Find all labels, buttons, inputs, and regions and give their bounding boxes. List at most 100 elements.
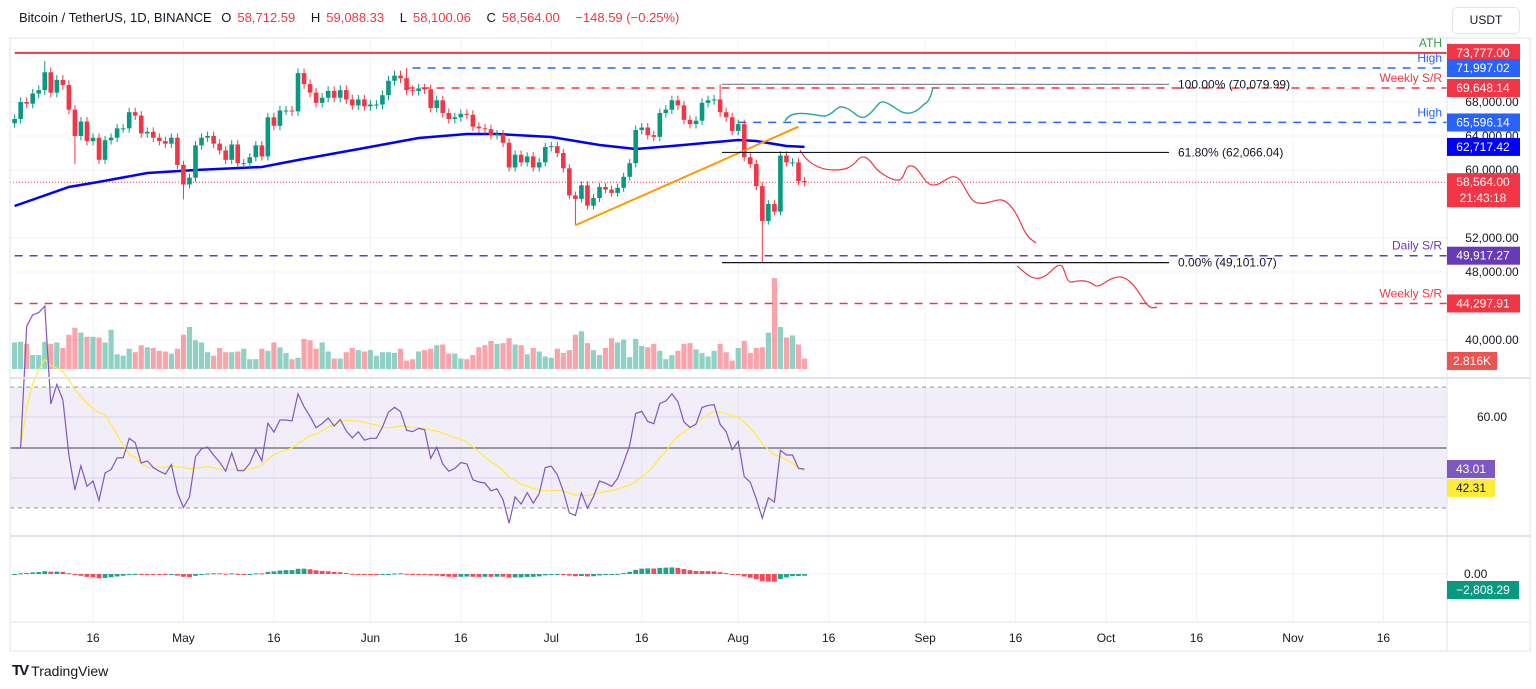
macd-histogram-bar xyxy=(585,574,590,577)
volume-bar xyxy=(470,355,476,369)
level-badge-value: 65,596.14 xyxy=(1456,115,1510,129)
macd-histogram-bar xyxy=(102,574,108,578)
rsi-value-badge xyxy=(1447,460,1495,478)
bearish-projection-path-2[interactable] xyxy=(1016,264,1158,309)
level-badge xyxy=(1447,113,1520,132)
volume-bar xyxy=(48,343,54,369)
macd-histogram-bar xyxy=(168,574,174,575)
macd-histogram-bar xyxy=(193,574,198,576)
macd-histogram-bar xyxy=(633,569,639,574)
symbol-title[interactable]: Bitcoin / TetherUS, 1D, BINANCE xyxy=(19,10,212,25)
volume-bar xyxy=(307,340,313,369)
macd-value: −2,808.29 xyxy=(1456,583,1510,597)
candle-body xyxy=(187,177,192,185)
volume-bar xyxy=(434,345,440,369)
macd-histogram-bar xyxy=(114,574,120,577)
ascending-trendline[interactable] xyxy=(574,125,799,227)
candle-body xyxy=(488,129,494,136)
tradingview-logo[interactable]: TV TradingView xyxy=(12,662,108,679)
bullish-projection-path[interactable] xyxy=(784,87,934,122)
volume-bar xyxy=(331,358,337,369)
candle-body xyxy=(422,88,427,90)
volume-bar xyxy=(42,341,48,369)
symbol-legend[interactable]: Bitcoin / TetherUS, 1D, BINANCE O 58,712.… xyxy=(19,10,685,25)
rsi-ma-value: 42.31 xyxy=(1456,481,1486,495)
candle-body xyxy=(482,128,488,130)
macd-histogram-bar xyxy=(380,574,385,575)
macd-histogram-bar xyxy=(723,573,729,575)
time-axis-label: Oct xyxy=(1097,631,1116,645)
close-value: 58,564.00 xyxy=(501,10,560,25)
time-axis[interactable]: 16 May 16 Jun 16 Jul 16 Aug 16 Sep 16 Oct 16 Nov 16 xyxy=(86,631,1390,645)
candle-body xyxy=(621,176,626,188)
high-label: H xyxy=(310,10,321,25)
macd-histogram-bar xyxy=(796,574,801,576)
volume-bar xyxy=(681,343,687,369)
candle-body xyxy=(211,136,216,144)
time-axis-label: Aug xyxy=(728,631,749,645)
volume-bar xyxy=(54,342,60,369)
macd-histogram-bar xyxy=(687,570,693,574)
macd-histogram-bar xyxy=(66,573,72,575)
candle-body xyxy=(790,162,795,164)
ma-badge-value: 62,717.42 xyxy=(1456,140,1510,154)
volume-bar xyxy=(518,345,524,369)
macd-histogram-bar xyxy=(404,573,409,575)
candle-body xyxy=(193,145,198,178)
time-axis-label: Sep xyxy=(914,631,936,645)
volume-bar xyxy=(699,352,705,369)
macd-histogram-bar xyxy=(325,571,331,574)
candle-body xyxy=(229,144,234,160)
candle-body xyxy=(687,119,693,125)
time-axis-label: 16 xyxy=(822,631,836,645)
macd-histogram-bar xyxy=(30,572,36,574)
volume-bar xyxy=(542,356,548,369)
macd-histogram-bar xyxy=(12,574,18,575)
macd-histogram-bar xyxy=(410,574,415,575)
volume-bar xyxy=(367,350,373,369)
volume-bar xyxy=(403,360,410,369)
brand-name: TradingView xyxy=(31,662,109,679)
volume-bar xyxy=(78,332,84,369)
macd-histogram-bar xyxy=(663,567,669,574)
volume-bar xyxy=(313,348,319,369)
candle-body xyxy=(512,154,518,168)
volume-bar xyxy=(536,351,542,369)
candle-body xyxy=(48,72,54,93)
candle-body xyxy=(681,105,687,120)
level-badge-value: 49,917.27 xyxy=(1456,249,1510,263)
macd-histogram-bar xyxy=(367,574,373,575)
fibonacci-retracement[interactable]: 100.00% (70,079.99) 61.80% (62,066.04) 0.0… xyxy=(722,77,1290,270)
macd-histogram-bar xyxy=(488,574,494,577)
macd-histogram-bar xyxy=(657,567,663,574)
candle-body xyxy=(542,147,548,163)
candle-body xyxy=(169,137,174,144)
macd-histogram-bar xyxy=(759,574,765,582)
candle-body xyxy=(446,113,452,119)
volume-bar xyxy=(777,327,784,369)
candle-body xyxy=(42,72,48,91)
macd-histogram-bar xyxy=(361,574,367,575)
candle-body xyxy=(277,110,283,126)
macd-histogram-bar xyxy=(573,574,578,577)
bearish-projection-path-1[interactable] xyxy=(799,149,1037,244)
price-axis-label: 40,000.00 xyxy=(1465,333,1519,347)
ma-badge xyxy=(1447,137,1520,156)
candle-body xyxy=(349,99,355,106)
volume-bar xyxy=(675,350,681,369)
macd-histogram-bar xyxy=(579,574,584,577)
macd-histogram-bar xyxy=(729,574,735,575)
time-axis-label: 16 xyxy=(635,631,649,645)
candle-body xyxy=(633,130,638,164)
macd-histogram-bar xyxy=(386,574,391,575)
volume-bar xyxy=(789,335,796,369)
volume-bar xyxy=(204,352,211,369)
volume-bar xyxy=(627,357,633,369)
currency-button[interactable]: USDT xyxy=(1452,7,1520,34)
volume-bar xyxy=(494,343,500,369)
macd-histogram-bar xyxy=(374,574,379,576)
price-axis-label: 52,000.00 xyxy=(1465,231,1519,245)
candle-body xyxy=(259,145,265,157)
candle-body xyxy=(500,134,506,143)
